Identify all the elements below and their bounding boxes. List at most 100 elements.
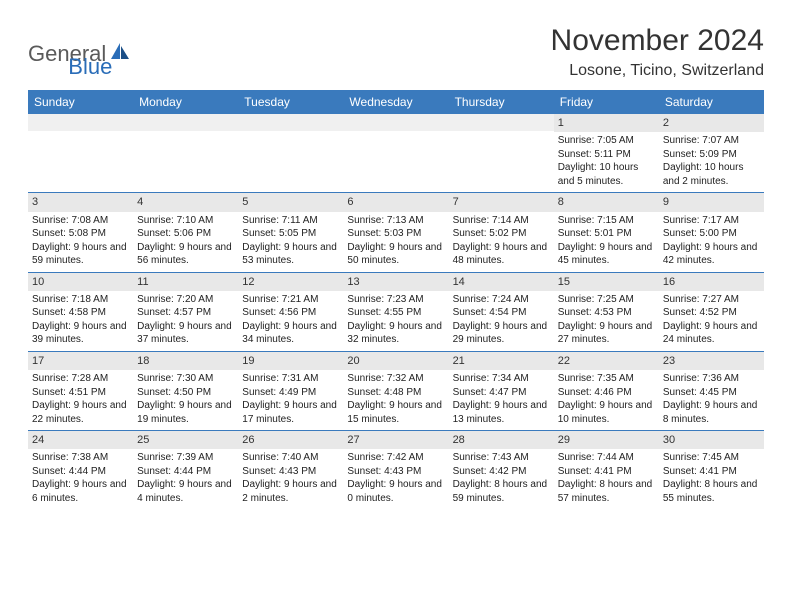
- day-cell: 24 Sunrise: 7:38 AMSunset: 4:44 PMDayligh…: [28, 431, 133, 509]
- day-number: 24: [28, 431, 133, 449]
- day-number: 25: [133, 431, 238, 449]
- day-number: 11: [133, 273, 238, 291]
- day-cell: 4Sunrise: 7:10 AMSunset: 5:06 PMDaylight…: [133, 193, 238, 271]
- sunrise-text: Sunrise: 7:10 AM: [137, 214, 234, 228]
- day-cell: 13Sunrise: 7:23 AMSunset: 4:55 PMDayligh…: [343, 273, 448, 351]
- sunrise-text: Sunrise: 7:36 AM: [663, 372, 760, 386]
- daylight-text: Daylight: 9 hours and 59 minutes.: [32, 241, 129, 268]
- daylight-text: Daylight: 9 hours and 32 minutes.: [347, 320, 444, 347]
- day-header-monday: Monday: [133, 90, 238, 114]
- sunrise-text: Sunrise: 7:11 AM: [242, 214, 339, 228]
- day-cell: 7Sunrise: 7:14 AMSunset: 5:02 PMDaylight…: [449, 193, 554, 271]
- day-number: 27: [343, 431, 448, 449]
- sunset-text: Sunset: 4:57 PM: [137, 306, 234, 320]
- sunset-text: Sunset: 4:51 PM: [32, 386, 129, 400]
- daylight-text: Daylight: 9 hours and 0 minutes.: [347, 478, 444, 505]
- day-header-tuesday: Tuesday: [238, 90, 343, 114]
- daylight-text: Daylight: 9 hours and 29 minutes.: [453, 320, 550, 347]
- day-number: 23: [659, 352, 764, 370]
- daylight-text: Daylight: 9 hours and 27 minutes.: [558, 320, 655, 347]
- day-cell: [28, 114, 133, 192]
- day-cell: 9Sunrise: 7:17 AMSunset: 5:00 PMDaylight…: [659, 193, 764, 271]
- sunset-text: Sunset: 5:02 PM: [453, 227, 550, 241]
- logo-sail-icon: [110, 42, 130, 65]
- day-number: 6: [343, 193, 448, 211]
- sunset-text: Sunset: 4:41 PM: [663, 465, 760, 479]
- day-number: 10: [28, 273, 133, 291]
- day-cell: 1Sunrise: 7:05 AMSunset: 5:11 PMDaylight…: [554, 114, 659, 192]
- day-cell: 30Sunrise: 7:45 AMSunset: 4:41 PMDayligh…: [659, 431, 764, 509]
- daylight-text: Daylight: 9 hours and 50 minutes.: [347, 241, 444, 268]
- day-number: [133, 114, 238, 131]
- day-number: 29: [554, 431, 659, 449]
- sunset-text: Sunset: 5:09 PM: [663, 148, 760, 162]
- day-cell: 29 Sunrise: 7:44 AMSunset: 4:41 PMDayligh…: [554, 431, 659, 509]
- sunset-text: Sunset: 4:43 PM: [347, 465, 444, 479]
- day-number: [28, 114, 133, 131]
- sunrise-text: Sunrise: 7:40 AM: [242, 451, 339, 465]
- daylight-text: Daylight: 10 hours and 2 minutes.: [663, 161, 760, 188]
- sunrise-text: Sunrise: 7:13 AM: [347, 214, 444, 228]
- logo: General Blue: [28, 24, 112, 80]
- day-header-sunday: Sunday: [28, 90, 133, 114]
- sunrise-text: Sunrise: 7:20 AM: [137, 293, 234, 307]
- day-number: 18: [133, 352, 238, 370]
- daylight-text: Daylight: 9 hours and 19 minutes.: [137, 399, 234, 426]
- sunrise-text: Sunrise: 7:43 AM: [453, 451, 550, 465]
- day-cell: 5Sunrise: 7:11 AMSunset: 5:05 PMDaylight…: [238, 193, 343, 271]
- day-cell: 11Sunrise: 7:20 AMSunset: 4:57 PMDayligh…: [133, 273, 238, 351]
- day-number: 15: [554, 273, 659, 291]
- sunrise-text: Sunrise: 7:39 AM: [137, 451, 234, 465]
- day-cell: 26Sunrise: 7:40 AMSunset: 4:43 PMDayligh…: [238, 431, 343, 509]
- day-cell: 14Sunrise: 7:24 AMSunset: 4:54 PMDayligh…: [449, 273, 554, 351]
- month-title: November 2024: [551, 24, 764, 58]
- sunrise-text: Sunrise: 7:38 AM: [32, 451, 129, 465]
- day-cell: 21Sunrise: 7:34 AMSunset: 4:47 PMDayligh…: [449, 352, 554, 430]
- day-cell: 10Sunrise: 7:18 AMSunset: 4:58 PMDayligh…: [28, 273, 133, 351]
- daylight-text: Daylight: 9 hours and 15 minutes.: [347, 399, 444, 426]
- day-cell: 12Sunrise: 7:21 AMSunset: 4:56 PMDayligh…: [238, 273, 343, 351]
- day-cell: [133, 114, 238, 192]
- daylight-text: Daylight: 8 hours and 59 minutes.: [453, 478, 550, 505]
- sunrise-text: Sunrise: 7:35 AM: [558, 372, 655, 386]
- day-number: [238, 114, 343, 131]
- sunrise-text: Sunrise: 7:31 AM: [242, 372, 339, 386]
- day-number: 12: [238, 273, 343, 291]
- day-number: 21: [449, 352, 554, 370]
- day-cell: 19Sunrise: 7:31 AMSunset: 4:49 PMDayligh…: [238, 352, 343, 430]
- day-cell: [238, 114, 343, 192]
- daylight-text: Daylight: 8 hours and 57 minutes.: [558, 478, 655, 505]
- day-cell: 25Sunrise: 7:39 AMSunset: 4:44 PMDayligh…: [133, 431, 238, 509]
- sunset-text: Sunset: 5:08 PM: [32, 227, 129, 241]
- sunrise-text: Sunrise: 7:18 AM: [32, 293, 129, 307]
- sunset-text: Sunset: 4:44 PM: [32, 465, 129, 479]
- day-number: 19: [238, 352, 343, 370]
- day-number: 4: [133, 193, 238, 211]
- daylight-text: Daylight: 9 hours and 2 minutes.: [242, 478, 339, 505]
- sunrise-text: Sunrise: 7:23 AM: [347, 293, 444, 307]
- day-cell: 17Sunrise: 7:28 AMSunset: 4:51 PMDayligh…: [28, 352, 133, 430]
- sunrise-text: Sunrise: 7:45 AM: [663, 451, 760, 465]
- sunset-text: Sunset: 4:46 PM: [558, 386, 655, 400]
- day-number: 20: [343, 352, 448, 370]
- sunrise-text: Sunrise: 7:32 AM: [347, 372, 444, 386]
- day-number: 7: [449, 193, 554, 211]
- daylight-text: Daylight: 9 hours and 39 minutes.: [32, 320, 129, 347]
- daylight-text: Daylight: 9 hours and 45 minutes.: [558, 241, 655, 268]
- week-row: 17Sunrise: 7:28 AMSunset: 4:51 PMDayligh…: [28, 351, 764, 430]
- day-number: 9: [659, 193, 764, 211]
- daylight-text: Daylight: 9 hours and 6 minutes.: [32, 478, 129, 505]
- sunset-text: Sunset: 4:41 PM: [558, 465, 655, 479]
- daylight-text: Daylight: 9 hours and 8 minutes.: [663, 399, 760, 426]
- day-header-thursday: Thursday: [449, 90, 554, 114]
- week-row: 10Sunrise: 7:18 AMSunset: 4:58 PMDayligh…: [28, 272, 764, 351]
- sunrise-text: Sunrise: 7:14 AM: [453, 214, 550, 228]
- page-header: General Blue November 2024 Losone, Ticin…: [28, 24, 764, 80]
- day-number: 5: [238, 193, 343, 211]
- sunset-text: Sunset: 5:00 PM: [663, 227, 760, 241]
- sunrise-text: Sunrise: 7:44 AM: [558, 451, 655, 465]
- daylight-text: Daylight: 9 hours and 34 minutes.: [242, 320, 339, 347]
- sunrise-text: Sunrise: 7:21 AM: [242, 293, 339, 307]
- daylight-text: Daylight: 9 hours and 42 minutes.: [663, 241, 760, 268]
- sunset-text: Sunset: 4:52 PM: [663, 306, 760, 320]
